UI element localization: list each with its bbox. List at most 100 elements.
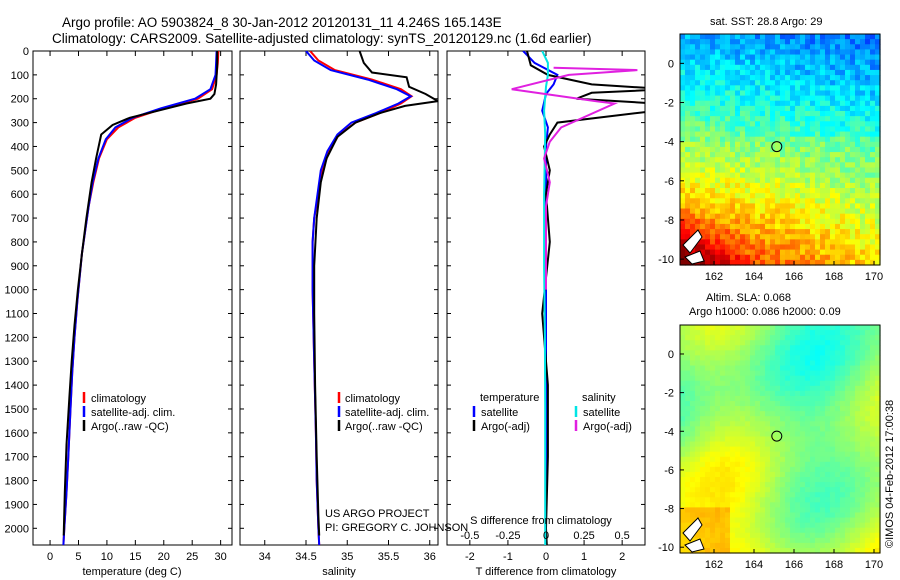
map-cell — [875, 466, 881, 473]
map-cell — [715, 69, 721, 76]
map-cell — [825, 177, 831, 184]
map-cell — [765, 152, 771, 158]
map-cell — [850, 421, 856, 427]
map-cell — [800, 100, 806, 107]
map-cell — [760, 370, 766, 377]
map-cell — [795, 446, 801, 453]
legend-title-temperature: temperature — [480, 392, 539, 404]
map-cell — [805, 497, 811, 503]
map-cell — [855, 34, 861, 40]
map-cell — [870, 487, 876, 493]
map-cell — [825, 345, 831, 351]
map-cell — [785, 502, 791, 508]
map-cell — [795, 477, 801, 483]
map-cell — [815, 456, 821, 463]
map-cell — [715, 385, 721, 392]
map-cell — [850, 188, 856, 194]
map-cell — [860, 182, 866, 189]
map-cell — [860, 131, 866, 138]
map-cell — [725, 95, 731, 102]
map-cell — [785, 157, 791, 163]
map-cell — [695, 385, 701, 392]
map-cell — [820, 547, 826, 554]
map-cell — [870, 532, 876, 539]
map-cell — [735, 492, 741, 498]
map-cell — [805, 126, 811, 133]
map-cell — [845, 416, 851, 422]
map-cell — [860, 34, 866, 40]
map-cell — [700, 44, 706, 50]
map-cell — [760, 254, 766, 261]
map-cell — [815, 461, 821, 468]
map-cell — [710, 436, 716, 443]
map-cell — [685, 208, 691, 215]
map-cell — [695, 416, 701, 422]
map-cell — [845, 471, 851, 478]
map-cell — [770, 234, 776, 240]
map-cell — [830, 522, 836, 529]
map-cell — [725, 162, 731, 169]
map-cell — [700, 370, 706, 377]
map-cell — [775, 477, 781, 483]
map-cell — [735, 229, 741, 235]
map-cell — [795, 54, 801, 61]
map-cell — [750, 537, 756, 544]
map-cell — [680, 80, 686, 86]
y-tick-label: 1100 — [5, 309, 29, 321]
map-cell — [840, 249, 846, 256]
map-cell — [860, 466, 866, 473]
map-cell — [795, 69, 801, 76]
map-cell — [720, 193, 726, 199]
map-cell — [760, 436, 766, 443]
map-cell — [695, 141, 701, 148]
map-cell — [795, 85, 801, 92]
map-cell — [860, 512, 866, 519]
map-cell — [825, 239, 831, 246]
map-cell — [780, 416, 786, 422]
map-cell — [865, 239, 871, 246]
map-cell — [865, 345, 871, 351]
map-cell — [830, 375, 836, 382]
map-cell — [835, 456, 841, 463]
legend-label-argo: Argo(..raw -QC) — [91, 421, 169, 433]
map-cell — [780, 208, 786, 215]
map-cell — [695, 431, 701, 438]
map-cell — [730, 44, 736, 50]
map-cell — [825, 340, 831, 346]
map-cell — [855, 461, 861, 468]
map-cell — [790, 537, 796, 544]
map-cell — [810, 395, 816, 402]
map-cell — [695, 497, 701, 503]
map-cell — [810, 69, 816, 76]
map-cell — [745, 350, 751, 356]
map-cell — [825, 208, 831, 215]
map-cell — [745, 401, 751, 407]
map-cell — [750, 254, 756, 261]
map-cell — [745, 471, 751, 478]
map-cell — [710, 492, 716, 498]
map-cell — [805, 532, 811, 539]
map-cell — [740, 431, 746, 438]
map-cell — [685, 105, 691, 112]
map-cell — [785, 208, 791, 215]
map-cell — [780, 436, 786, 443]
map-cell — [815, 436, 821, 443]
map-cell — [835, 401, 841, 407]
map-cell — [875, 121, 881, 127]
map-cell — [765, 335, 771, 341]
map-cell — [850, 34, 856, 40]
x-axis-label: T difference from climatology — [476, 566, 617, 578]
map-cell — [760, 116, 766, 122]
map-cell — [765, 105, 771, 112]
map-cell — [750, 146, 756, 153]
map-cell — [760, 492, 766, 498]
map-cell — [730, 223, 736, 230]
map-cell — [825, 223, 831, 230]
map-cell — [825, 162, 831, 169]
map-cell — [740, 497, 746, 503]
map-cell — [750, 416, 756, 422]
map-cell — [730, 259, 736, 266]
map-cell — [685, 203, 691, 210]
map-cell — [810, 360, 816, 367]
map-cell — [875, 431, 881, 438]
